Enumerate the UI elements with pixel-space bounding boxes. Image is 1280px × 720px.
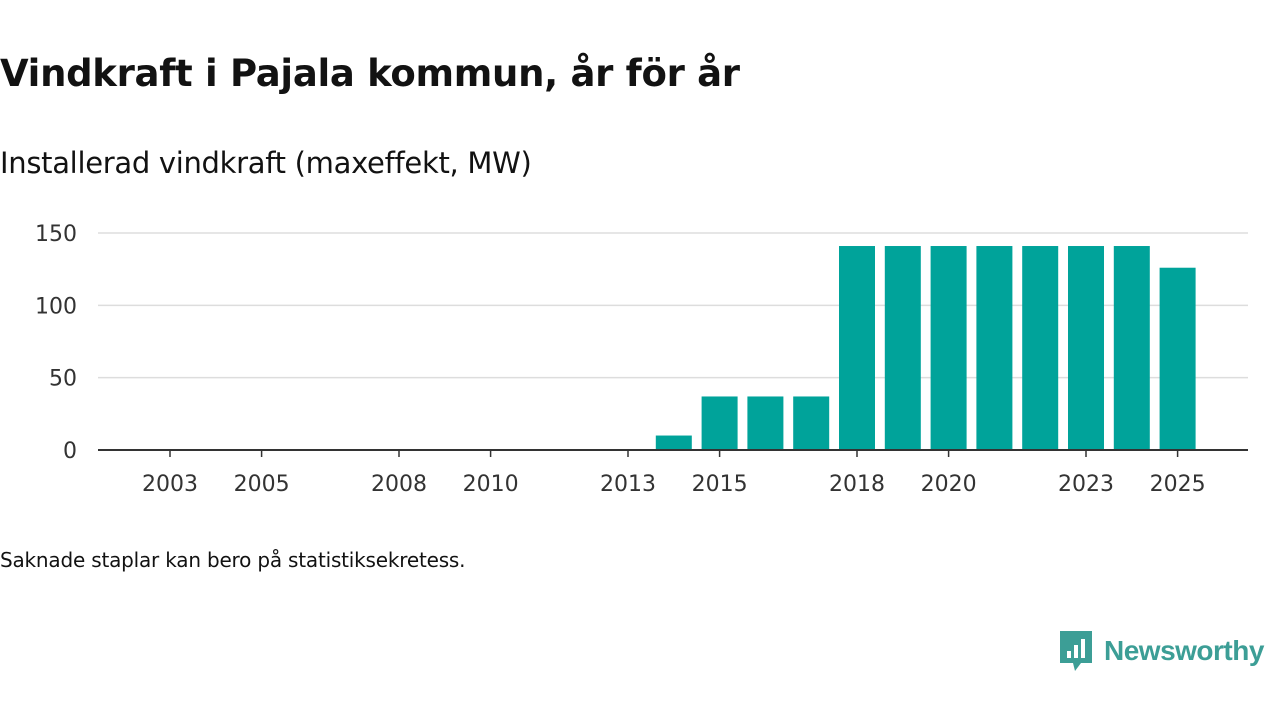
x-axis-ticks: 2003 2005 2008 2010 2013 2015 2018 2020 2023 2025 — [142, 450, 1206, 497]
bar-2025 — [1159, 267, 1196, 450]
bar-2022 — [1022, 246, 1059, 450]
x-tick-label: 2023 — [1058, 472, 1114, 497]
bar-2016 — [747, 396, 784, 450]
x-tick-label: 2018 — [829, 472, 885, 497]
y-tick-label: 100 — [35, 294, 77, 319]
bar-chart: 2003 2005 2008 2010 2013 2015 2018 2020 2023 2025… — [35, 222, 1248, 497]
brand-logo: Newsworthy — [1058, 628, 1264, 674]
footnote: Saknade staplar kan bero på statistiksek… — [0, 548, 466, 572]
newsworthy-logo-icon — [1060, 631, 1092, 671]
x-tick-label: 2020 — [921, 472, 977, 497]
chart-title: Vindkraft i Pajala kommun, år för år — [0, 52, 740, 95]
bar-2015 — [701, 396, 738, 450]
bar-2024 — [1113, 246, 1150, 450]
bar-2017 — [793, 396, 830, 450]
y-tick-label: 150 — [35, 222, 77, 247]
brand-name: Newsworthy — [1104, 635, 1264, 666]
bar-2019 — [884, 246, 921, 450]
x-tick-label: 2013 — [600, 472, 656, 497]
y-axis-labels: 0 50 100 150 — [35, 222, 77, 464]
x-tick-label: 2010 — [463, 472, 519, 497]
bar-2020 — [930, 246, 967, 450]
bar-2014 — [655, 435, 692, 450]
bars — [655, 246, 1196, 450]
bar-2018 — [839, 246, 875, 450]
bar-2021 — [976, 246, 1013, 450]
x-tick-label: 2005 — [234, 472, 290, 497]
y-tick-label: 50 — [49, 367, 77, 392]
x-tick-label: 2003 — [142, 472, 198, 497]
chart-subtitle: Installerad vindkraft (maxeffekt, MW) — [0, 146, 532, 180]
x-tick-label: 2025 — [1150, 472, 1206, 497]
x-tick-label: 2015 — [692, 472, 748, 497]
bar-2023 — [1068, 246, 1104, 450]
y-tick-label: 0 — [63, 439, 77, 464]
x-tick-label: 2008 — [371, 472, 427, 497]
